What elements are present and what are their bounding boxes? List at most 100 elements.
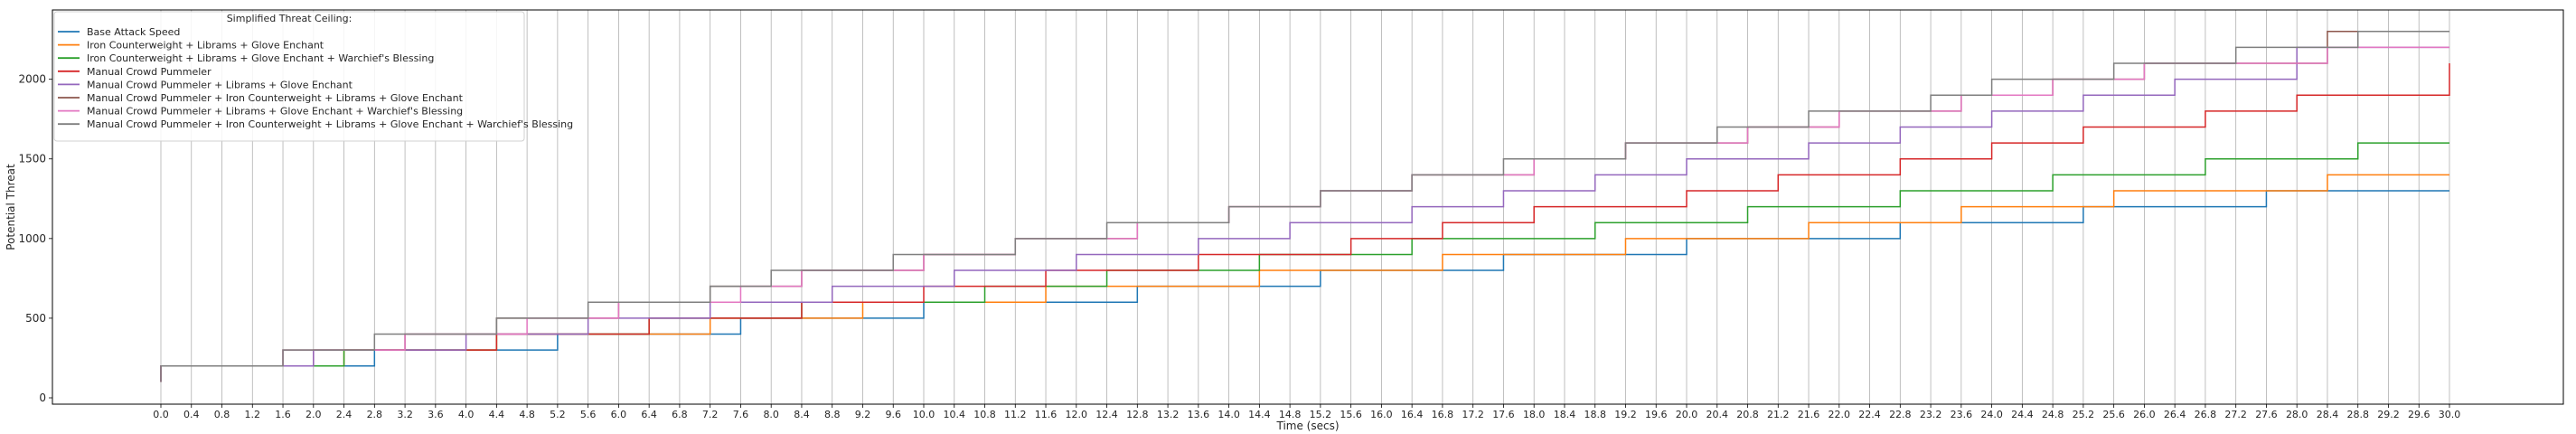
x-tick-label: 5.2 [550,409,566,420]
legend-box [53,11,525,142]
y-axis-label: Potential Threat [5,164,17,250]
x-tick-label: 23.6 [1951,409,1973,420]
x-tick-label: 22.0 [1829,409,1851,420]
x-tick-label: 27.2 [2224,409,2247,420]
plot-frame [52,9,2564,405]
x-tick-label: 28.4 [2317,409,2339,420]
x-tick-label: 12.0 [1066,409,1088,420]
legend: Simplified Threat Ceiling: Base Attack S… [53,11,573,142]
x-tick-label: 18.4 [1554,409,1576,420]
x-tick-label: 13.6 [1188,409,1210,420]
x-tick-label: 22.4 [1858,409,1881,420]
legend-entry-4: Manual Crowd Pummeler [87,66,212,78]
y-tick-label: 0 [39,392,46,404]
x-tick-label: 4.0 [458,409,475,420]
x-tick-label: 19.2 [1614,409,1637,420]
x-tick-label: 12.4 [1095,409,1118,420]
x-tick-label: 1.2 [245,409,261,420]
x-tick-label: 21.2 [1767,409,1790,420]
x-tick-label: 23.2 [1920,409,1942,420]
x-tick-label: 27.6 [2255,409,2278,420]
x-tick-label: 0.8 [214,409,230,420]
legend-entry-7: Manual Crowd Pummeler + Librams + Glove … [87,106,463,118]
x-tick-label: 18.8 [1584,409,1606,420]
x-tick-label: 2.0 [306,409,322,420]
x-tick-label: 12.8 [1126,409,1149,420]
x-tick-label: 9.6 [885,409,901,420]
legend-entry-3: Iron Counterweight + Librams + Glove Enc… [87,52,434,64]
x-tick-label: 28.0 [2286,409,2308,420]
x-tick-label: 6.0 [611,409,627,420]
legend-entry-8: Manual Crowd Pummeler + Iron Counterweig… [87,118,573,130]
x-tick-label: 0.0 [153,409,169,420]
legend-entry-5: Manual Crowd Pummeler + Librams + Glove … [87,79,353,90]
x-tick-label: 17.6 [1492,409,1515,420]
x-tick-label: 17.2 [1462,409,1484,420]
x-tick-label: 24.0 [1980,409,2003,420]
x-tick-label: 14.0 [1217,409,1240,420]
x-tick-label: 8.0 [763,409,779,420]
legend-entry-2: Iron Counterweight + Librams + Glove Enc… [87,40,324,52]
x-tick-label: 26.0 [2133,409,2156,420]
x-tick-label: 16.8 [1432,409,1454,420]
x-tick-label: 19.6 [1645,409,1668,420]
x-tick-label: 21.6 [1798,409,1820,420]
x-tick-label: 18.0 [1523,409,1546,420]
x-tick-label: 29.2 [2377,409,2400,420]
x-tick-label: 11.6 [1035,409,1058,420]
x-tick-label: 25.6 [2102,409,2125,420]
legend-title: Simplified Threat Ceiling: [227,13,353,24]
y-tick-label: 1500 [18,153,46,165]
series-line-5 [160,46,2449,382]
x-tick-label: 25.2 [2073,409,2095,420]
x-tick-label: 6.8 [672,409,688,420]
x-tick-label: 16.0 [1370,409,1393,420]
x-tick-label: 0.4 [183,409,200,420]
x-tick-label: 4.8 [519,409,535,420]
y-tick-label: 1000 [18,232,46,245]
x-tick-label: 2.4 [336,409,353,420]
x-tick-label: 7.2 [702,409,719,420]
x-tick-label: 10.4 [944,409,966,420]
x-tick-label: 13.2 [1157,409,1180,420]
x-tick-label: 29.6 [2408,409,2430,420]
series-line-8 [160,31,2449,382]
y-tick-label: 2000 [18,73,46,86]
x-tick-label: 28.8 [2346,409,2369,420]
x-tick-label: 4.4 [489,409,505,420]
y-tick-label: 500 [25,312,46,325]
x-tick-label: 30.0 [2439,409,2461,420]
series-line-1 [160,190,2449,382]
series-layer [160,31,2450,382]
x-tick-label: 9.2 [855,409,871,420]
x-tick-label: 3.2 [397,409,413,420]
x-tick-label: 26.4 [2164,409,2186,420]
series-line-4 [160,63,2450,382]
x-axis: 0.0 0.4 0.8 1.2 1.6 2.0 2.4 2.8 3.2 3.6 4.0 4.4 4.8 5… [153,404,2460,420]
y-axis: 0 500 1000 1500 2000 [18,73,52,404]
x-tick-label: 3.6 [428,409,444,420]
x-tick-label: 26.8 [2195,409,2217,420]
x-tick-label: 16.4 [1401,409,1424,420]
x-tick-label: 1.6 [275,409,291,420]
x-tick-label: 7.6 [733,409,749,420]
x-tick-label: 2.8 [367,409,383,420]
x-tick-label: 20.8 [1736,409,1759,420]
x-tick-label: 14.4 [1248,409,1271,420]
x-tick-label: 10.8 [973,409,996,420]
x-tick-label: 8.8 [824,409,841,420]
x-tick-label: 24.8 [2042,409,2064,420]
x-tick-label: 22.8 [1889,409,1912,420]
x-tick-label: 24.4 [2011,409,2034,420]
x-tick-label: 20.4 [1706,409,1729,420]
x-tick-label: 5.6 [580,409,597,420]
x-tick-label: 10.0 [913,409,935,420]
x-tick-label: 15.2 [1310,409,1332,420]
legend-items: Base Attack Speed Iron Counterweight + Li… [58,26,573,130]
x-tick-label: 11.2 [1004,409,1027,420]
x-tick-label: 8.4 [794,409,810,420]
x-tick-label: 14.8 [1279,409,1302,420]
x-tick-label: 15.6 [1340,409,1362,420]
x-tick-label: 6.4 [641,409,657,420]
